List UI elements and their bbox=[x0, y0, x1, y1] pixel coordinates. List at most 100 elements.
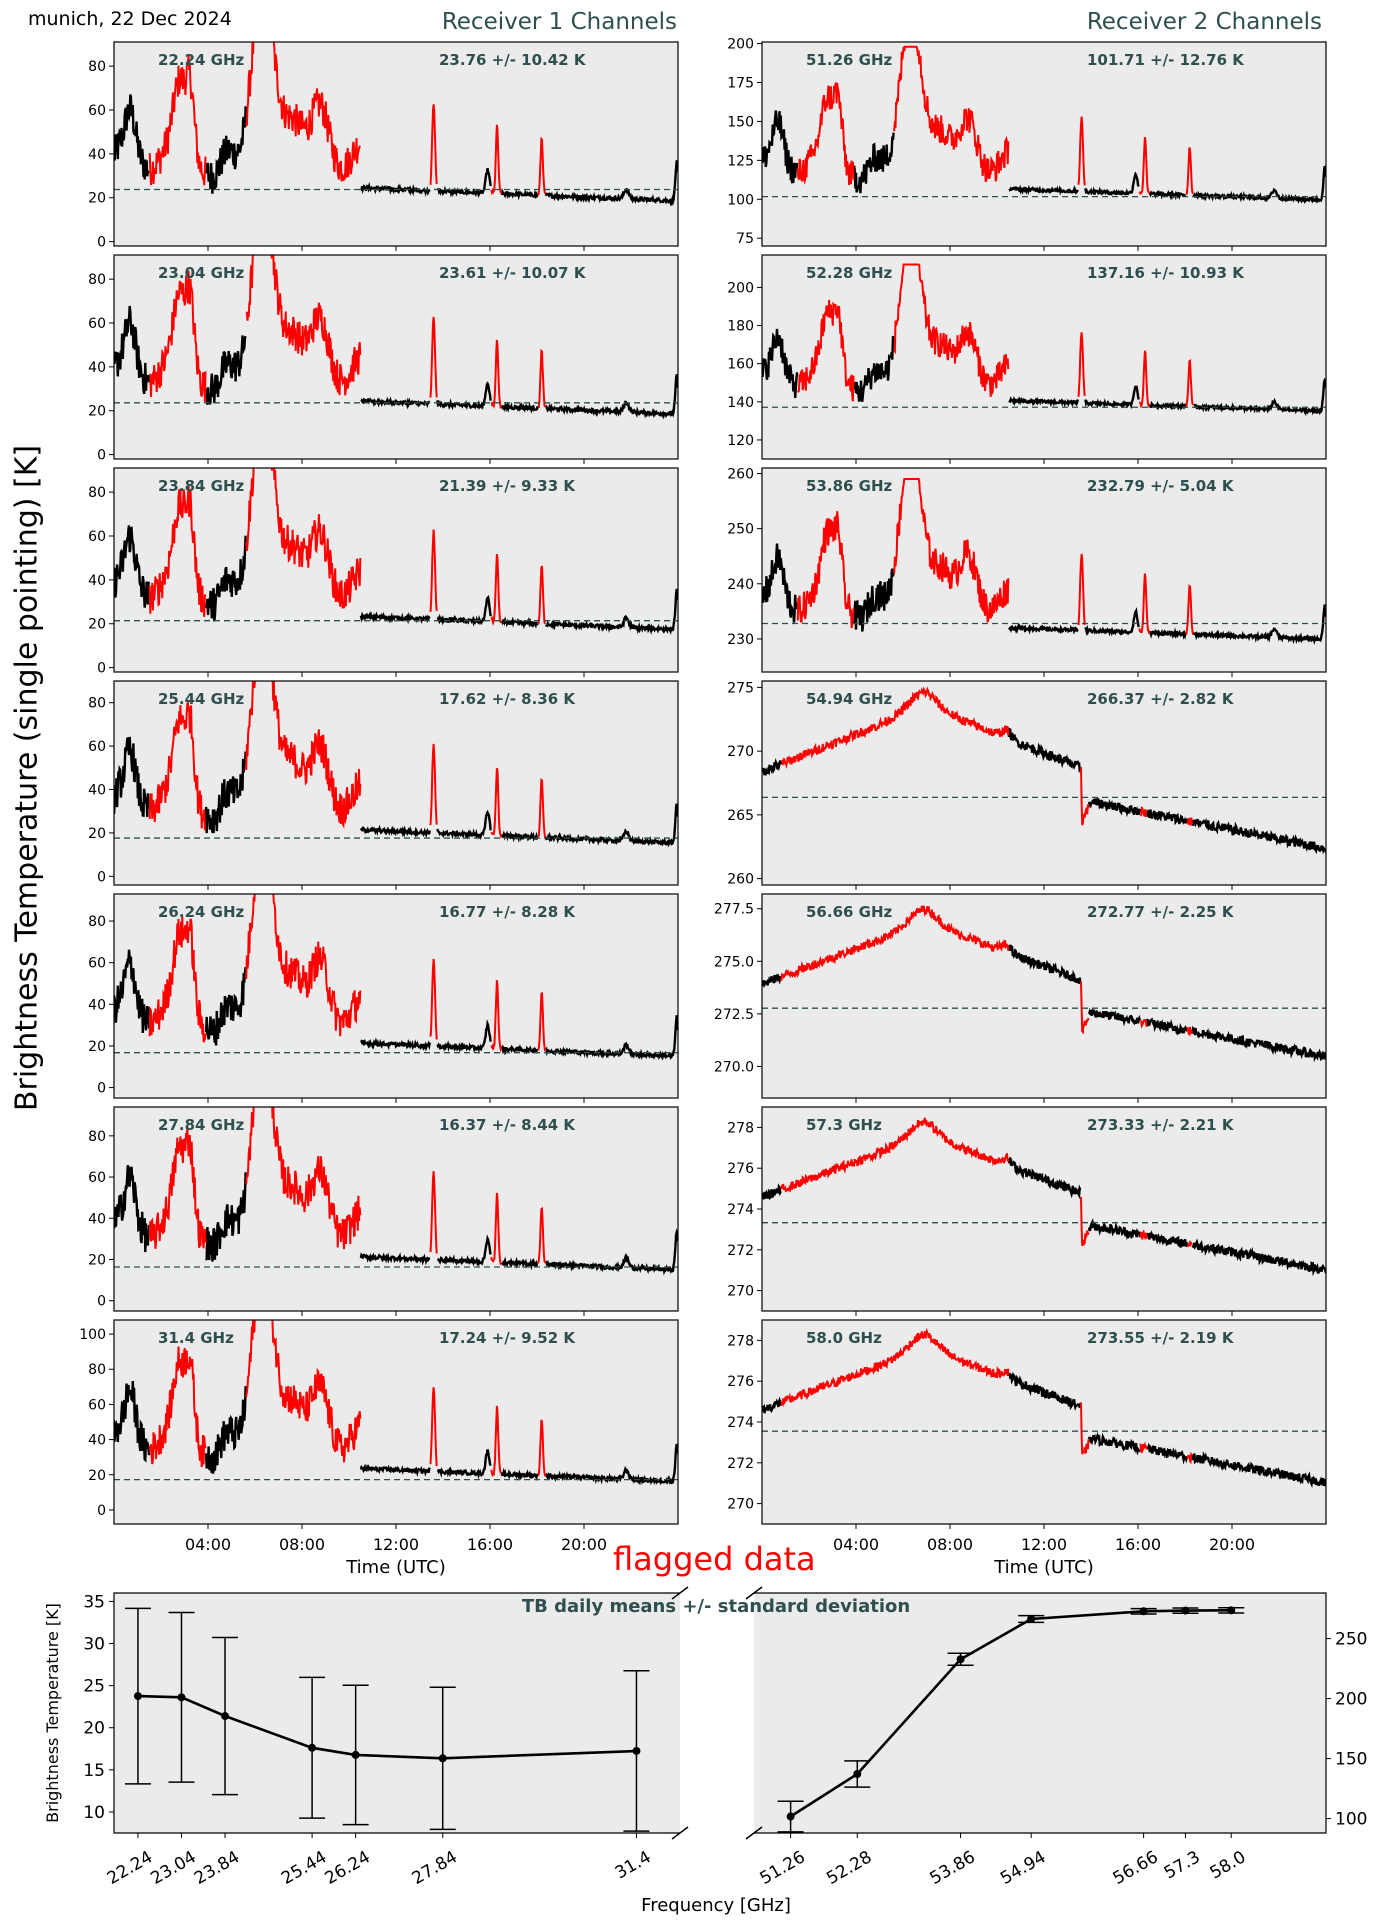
y-tick-label: 15 bbox=[83, 1761, 105, 1781]
channel-frequency-label: 23.84 GHz bbox=[158, 477, 245, 495]
panel-background bbox=[762, 1320, 1326, 1524]
channel-stats-label: 272.77 +/- 2.25 K bbox=[1087, 903, 1235, 921]
x-tick-label: 04:00 bbox=[185, 1535, 231, 1554]
series-group bbox=[114, 42, 678, 207]
means-left-frame bbox=[113, 1592, 680, 1834]
good-data-line bbox=[762, 944, 1326, 1063]
y-tick-label: 0 bbox=[97, 1503, 106, 1519]
mean-point bbox=[853, 1770, 862, 1779]
flagged-data-line bbox=[148, 1320, 547, 1478]
channel-panel: 270 272 274 276 278 57.3 GHz 273.33 +/- 2.21 K bbox=[727, 1106, 1327, 1316]
channel-stats-label: 23.61 +/- 10.07 K bbox=[439, 264, 587, 282]
receiver2-title: Receiver 2 Channels bbox=[1086, 9, 1322, 35]
series-group bbox=[114, 1107, 678, 1276]
channel-frequency-label: 58.0 GHz bbox=[806, 1329, 882, 1347]
y-tick-label: 80 bbox=[88, 485, 106, 501]
y-tick-label: 0 bbox=[97, 869, 106, 885]
series-group bbox=[762, 263, 1326, 417]
panel-background bbox=[762, 468, 1326, 672]
y-tick-label: 200 bbox=[1335, 1690, 1367, 1710]
good-data-line bbox=[114, 94, 678, 207]
x-tick-label: 53.86 bbox=[927, 1847, 979, 1889]
y-tick-label: 60 bbox=[88, 956, 106, 972]
means-y-axis-label: Brightness Temperature [K] bbox=[43, 1603, 62, 1823]
flagged-data-line bbox=[148, 894, 547, 1053]
mean-point bbox=[177, 1693, 186, 1702]
y-tick-label: 278 bbox=[727, 1333, 754, 1349]
x-tick-label: 04:00 bbox=[833, 1535, 879, 1554]
y-tick-label: 20 bbox=[88, 1252, 106, 1268]
mean-point bbox=[351, 1750, 360, 1759]
mean-point bbox=[632, 1746, 641, 1755]
x-tick-label: 08:00 bbox=[279, 1535, 325, 1554]
y-tick-label: 75 bbox=[736, 231, 754, 247]
mean-point bbox=[786, 1812, 795, 1821]
flagged-data-line bbox=[148, 681, 547, 838]
channel-frequency-label: 56.66 GHz bbox=[806, 903, 893, 921]
flagged-data-line bbox=[148, 1107, 547, 1266]
y-tick-label: 35 bbox=[83, 1592, 105, 1612]
flagged-data-line bbox=[780, 1117, 1193, 1248]
mean-point bbox=[1027, 1614, 1036, 1623]
y-tick-label: 40 bbox=[88, 147, 106, 163]
good-data-line bbox=[762, 1157, 1326, 1277]
y-tick-label: 60 bbox=[88, 529, 106, 545]
good-data-line bbox=[114, 949, 678, 1061]
good-data-line bbox=[114, 736, 678, 848]
y-tick-label: 20 bbox=[88, 191, 106, 207]
x-tick-label: 26.24 bbox=[322, 1847, 374, 1889]
channel-stats-label: 232.79 +/- 5.04 K bbox=[1087, 477, 1235, 495]
y-tick-label: 120 bbox=[727, 433, 754, 449]
flagged-data-line bbox=[780, 686, 1193, 826]
flagged-data-line bbox=[780, 1327, 1193, 1465]
channel-frequency-label: 26.24 GHz bbox=[158, 903, 245, 921]
channel-frequency-label: 57.3 GHz bbox=[806, 1116, 882, 1134]
panel-background bbox=[762, 894, 1326, 1098]
y-tick-label: 250 bbox=[1335, 1630, 1367, 1650]
y-tick-label: 276 bbox=[727, 1161, 754, 1177]
channel-frequency-label: 51.26 GHz bbox=[806, 51, 893, 69]
time-axis-label: Time (UTC) bbox=[345, 1557, 446, 1578]
y-tick-label: 240 bbox=[727, 577, 754, 593]
y-tick-label: 150 bbox=[1335, 1750, 1367, 1770]
y-tick-label: 80 bbox=[88, 272, 106, 288]
flagged-data-line bbox=[796, 478, 1195, 635]
channel-stats-label: 273.33 +/- 2.21 K bbox=[1087, 1116, 1235, 1134]
y-tick-label: 20 bbox=[88, 826, 106, 842]
axis-break-mark bbox=[745, 1826, 763, 1840]
flagged-data-line bbox=[148, 42, 547, 196]
channel-stats-label: 137.16 +/- 10.93 K bbox=[1087, 264, 1245, 282]
channel-panel: 270.0 272.5 275.0 277.5 56.66 GHz 272.77 +/- … bbox=[714, 893, 1327, 1103]
y-tick-label: 80 bbox=[88, 1129, 106, 1145]
channel-frequency-label: 22.24 GHz bbox=[158, 51, 245, 69]
y-tick-label: 270 bbox=[727, 1284, 754, 1300]
y-tick-label: 30 bbox=[83, 1635, 105, 1655]
y-tick-label: 0 bbox=[97, 1081, 106, 1097]
means-left-background bbox=[114, 1593, 680, 1833]
y-tick-label: 60 bbox=[88, 1397, 106, 1413]
channel-frequency-label: 27.84 GHz bbox=[158, 1116, 245, 1134]
series-group bbox=[762, 45, 1326, 205]
channel-panel: 0 20 40 60 80 26.24 GHz 16.77 +/- 8.28 K bbox=[88, 893, 679, 1103]
y-tick-label: 60 bbox=[88, 1170, 106, 1186]
y-tick-label: 260 bbox=[727, 467, 754, 483]
y-tick-label: 150 bbox=[727, 114, 754, 130]
mean-point bbox=[308, 1743, 317, 1752]
y-tick-label: 40 bbox=[88, 573, 106, 589]
panel-background bbox=[762, 681, 1326, 885]
series-group bbox=[762, 1327, 1326, 1489]
mean-point bbox=[133, 1692, 142, 1701]
x-tick-label: 25.44 bbox=[278, 1847, 330, 1889]
y-tick-label: 175 bbox=[727, 75, 754, 91]
y-tick-label: 80 bbox=[88, 1362, 106, 1378]
series-group bbox=[114, 681, 678, 848]
x-tick-label: 22.24 bbox=[104, 1847, 156, 1889]
y-tick-label: 274 bbox=[727, 1202, 754, 1218]
good-data-line bbox=[762, 328, 1326, 417]
y-tick-label: 20 bbox=[88, 617, 106, 633]
y-tick-label: 265 bbox=[727, 808, 754, 824]
flagged-data-label: flagged data bbox=[613, 1540, 816, 1578]
x-tick-label: 20:00 bbox=[561, 1535, 607, 1554]
channel-panel: 0 20 40 60 80 23.84 GHz 21.39 +/- 9.33 K bbox=[88, 467, 679, 677]
